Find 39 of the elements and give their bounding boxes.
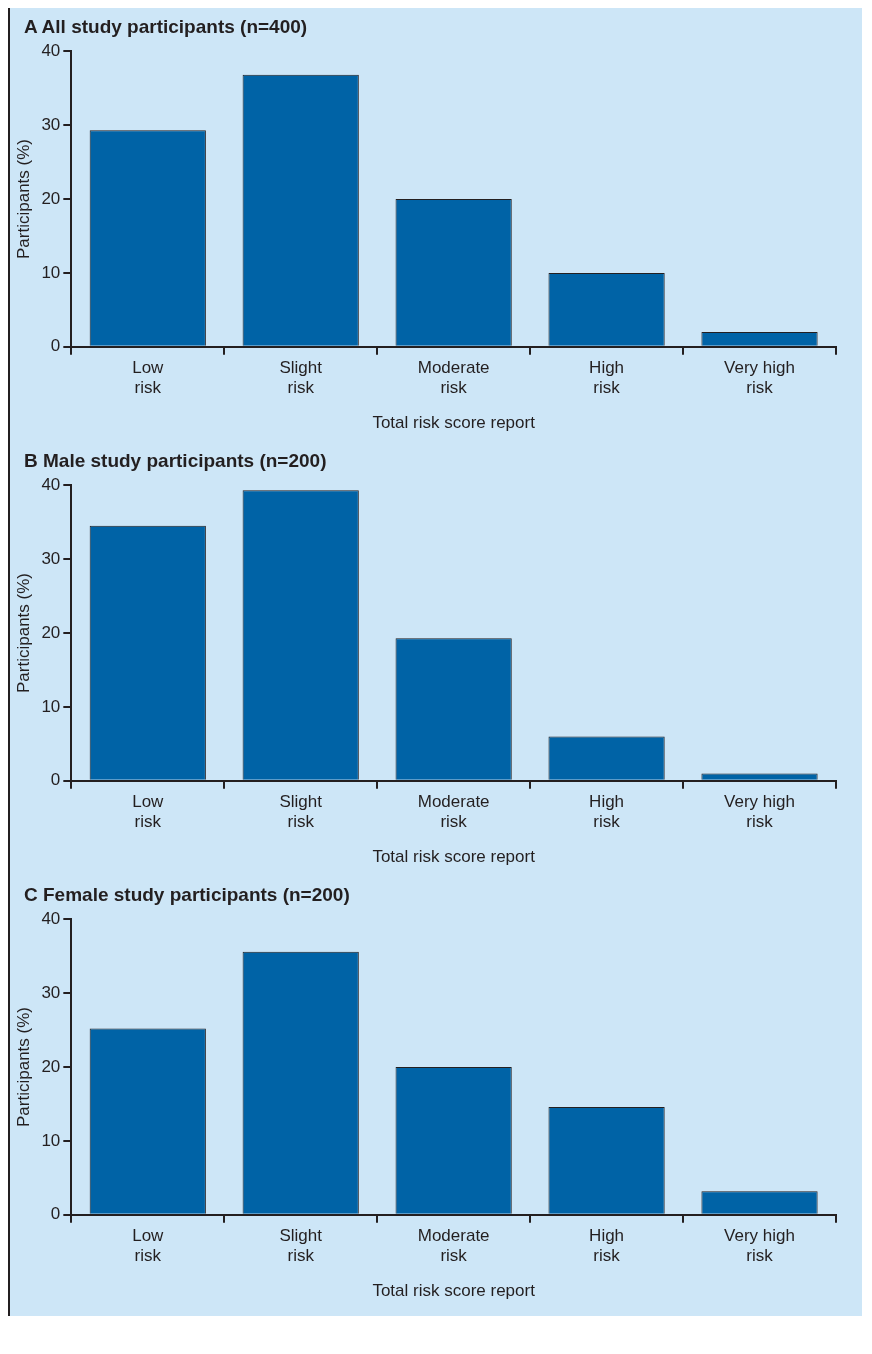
x-tick-label: Slight risk	[279, 357, 323, 398]
y-tick-label: 20	[41, 1056, 61, 1076]
x-tick-label: High risk	[589, 1225, 625, 1266]
y-axis-title: Participants (%)	[13, 139, 33, 259]
y-tick-label: 10	[41, 1130, 61, 1150]
x-tick-label: High risk	[589, 357, 625, 398]
chart-title: C Female study participants (n=200)	[24, 884, 351, 906]
y-tick-label: 10	[41, 262, 61, 282]
y-tick-label: 30	[41, 982, 61, 1002]
x-tick-label: Moderate risk	[417, 791, 490, 832]
y-tick-label: 20	[41, 188, 61, 208]
x-axis-title: Total risk score report	[372, 847, 536, 867]
y-tick-label: 10	[41, 696, 61, 716]
y-tick-label: 30	[41, 548, 61, 568]
x-tick-label: Slight risk	[279, 1225, 323, 1266]
x-axis-title: Total risk score report	[372, 1281, 536, 1301]
x-tick-label: Very high risk	[724, 791, 795, 832]
y-tick-label: 40	[41, 40, 61, 60]
y-axis-title: Participants (%)	[13, 1007, 33, 1127]
x-tick-label: Moderate risk	[417, 1225, 490, 1266]
x-tick-label: Very high risk	[724, 1225, 795, 1266]
y-tick-label: 0	[50, 770, 61, 790]
x-tick-label: Very high risk	[724, 357, 795, 398]
y-tick-label: 40	[41, 474, 61, 494]
x-tick-label: Low risk	[132, 1225, 165, 1266]
y-tick-label: 20	[41, 622, 61, 642]
y-tick-label: 40	[41, 908, 61, 928]
x-axis-title: Total risk score report	[372, 413, 536, 433]
x-tick-label: High risk	[589, 791, 625, 832]
x-tick-label: Slight risk	[279, 791, 323, 832]
y-tick-label: 30	[41, 114, 61, 134]
x-tick-label: Low risk	[132, 791, 165, 832]
x-tick-label: Moderate risk	[417, 357, 490, 398]
y-tick-label: 0	[50, 336, 61, 356]
y-axis-title: Participants (%)	[13, 573, 33, 693]
x-tick-label: Low risk	[132, 357, 165, 398]
y-tick-label: 0	[50, 1204, 61, 1224]
chart-title: B Male study participants (n=200)	[24, 450, 328, 472]
chart-title: A All study participants (n=400)	[24, 16, 309, 38]
